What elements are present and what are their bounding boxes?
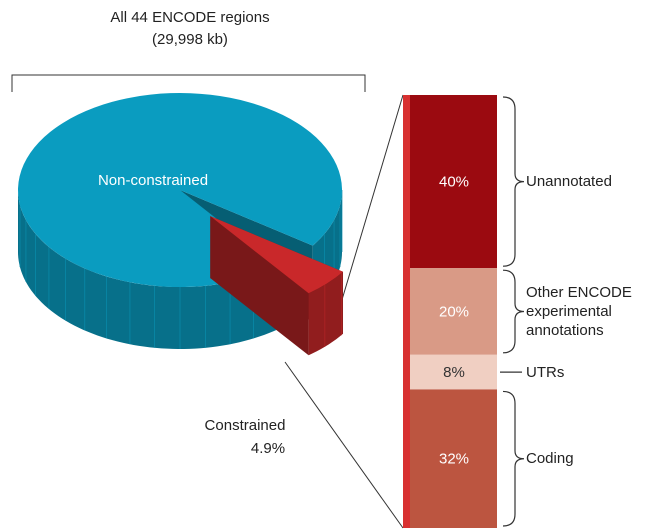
chart-title: All 44 ENCODE regions <box>110 9 269 26</box>
brace <box>502 390 525 527</box>
slice-label: Non-constrained <box>98 172 208 189</box>
bar-value-label: 20% <box>439 303 469 320</box>
slice-value-label: 4.9% <box>251 440 285 457</box>
bar-value-label: 32% <box>439 451 469 468</box>
brace <box>502 96 525 267</box>
legend-label: Other ENCODE experimental annotations <box>526 284 632 339</box>
bar-segment <box>403 268 497 355</box>
legend-label: Unannotated <box>526 173 612 191</box>
region-bracket <box>11 74 366 92</box>
bar-edge <box>403 95 410 528</box>
pie-wall <box>210 216 309 356</box>
pie-slice <box>18 92 343 288</box>
brace <box>502 269 525 354</box>
bar-value-label: 40% <box>439 174 469 191</box>
legend-label: UTRs <box>526 363 565 381</box>
chart-subtitle: (29,998 kb) <box>152 31 228 48</box>
bar-segment <box>403 354 497 390</box>
slice-label: Constrained <box>205 417 286 434</box>
pie-slice <box>210 216 344 294</box>
bar-segment <box>403 389 497 528</box>
pie-side <box>308 271 344 356</box>
pie-side <box>18 190 279 349</box>
legend-label: Coding <box>526 450 574 468</box>
connector <box>284 361 404 529</box>
bar-value-label: 8% <box>443 364 465 381</box>
bar-segment <box>403 95 497 269</box>
